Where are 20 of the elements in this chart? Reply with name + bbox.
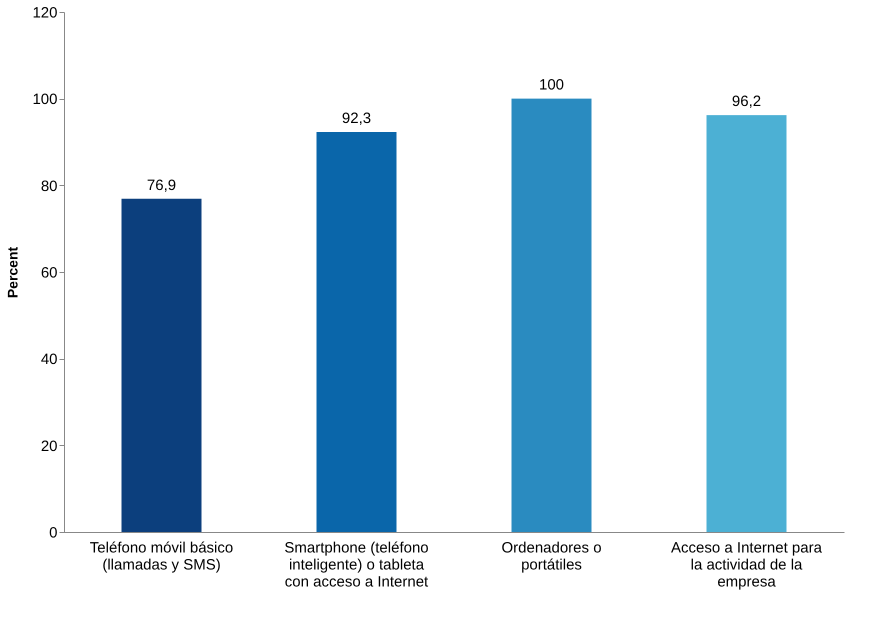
x-tick-label: Teléfono móvil básico (llamadas y SMS) (90, 540, 234, 574)
y-tick-label: 120 (32, 4, 58, 22)
y-tick-label: 100 (32, 91, 58, 108)
y-tick-label: 20 (40, 438, 58, 455)
bar (512, 98, 592, 532)
y-tick-label: 60 (40, 264, 58, 282)
x-tick-label: Smartphone (teléfono inteligente) o tableta con acceso a Internet (284, 540, 430, 590)
y-tick-label: 0 (49, 524, 58, 542)
bar (706, 115, 786, 532)
y-axis-title: Percent (4, 246, 20, 298)
x-tick-label: Acceso a Internet para la actividad de la empresa (671, 540, 823, 590)
x-tick-label: Ordenadores o portátiles (501, 540, 602, 574)
data-label: 100 (538, 76, 564, 94)
bar (316, 132, 396, 532)
y-tick-label: 80 (40, 178, 58, 195)
y-tick-label: 40 (40, 351, 58, 368)
data-label: 96,2 (732, 93, 762, 110)
bar (122, 198, 202, 532)
data-label: 92,3 (342, 110, 372, 128)
data-label: 76,9 (146, 176, 176, 194)
